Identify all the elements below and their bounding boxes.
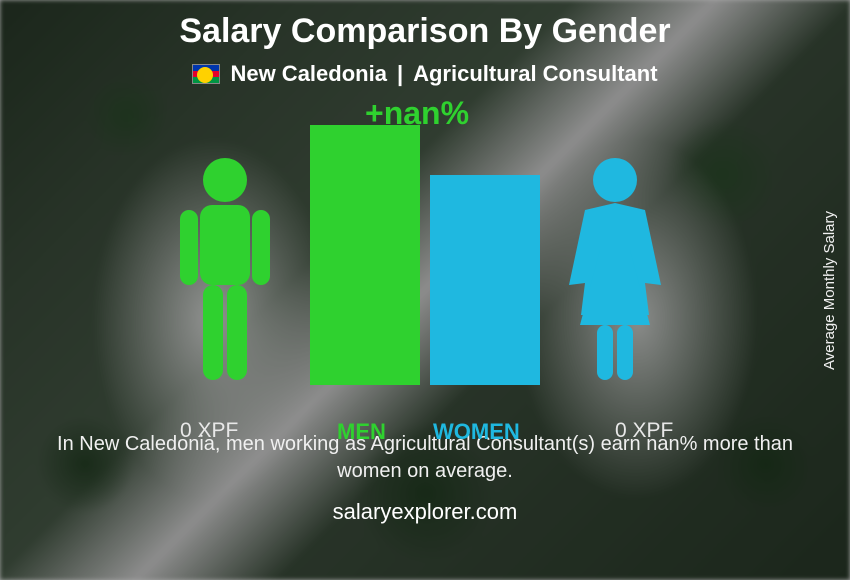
female-figure-icon [555,155,675,385]
male-figure-icon [165,155,285,385]
men-value: 0 XPF [180,419,238,443]
side-axis-label: Average Monthly Salary [814,0,844,580]
chart-area: +nan% 0 XPF MEN WOMEN 0 XPF [75,95,775,425]
occupation-text: Agricultural Consultant [413,61,657,87]
subtitle-row: New Caledonia | Agricultural Consultant [192,61,657,87]
separator: | [397,61,403,87]
women-bar [430,175,540,385]
men-category-label: MEN [337,419,386,445]
women-category-label: WOMEN [433,419,520,445]
location-text: New Caledonia [230,61,386,87]
infographic-content: Salary Comparison By Gender New Caledoni… [0,0,850,580]
main-title: Salary Comparison By Gender [179,12,670,51]
flag-icon [192,64,220,84]
men-bar [310,125,420,385]
site-credit: salaryexplorer.com [333,499,518,525]
caption-text: In New Caledonia, men working as Agricul… [35,431,815,485]
women-value: 0 XPF [615,419,673,443]
